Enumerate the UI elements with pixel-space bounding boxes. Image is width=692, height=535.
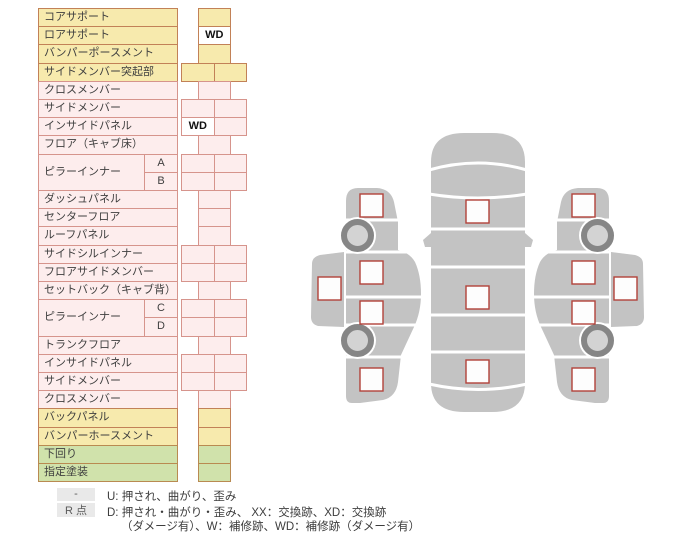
damage-value-cell[interactable] (181, 317, 215, 337)
damage-value-cell[interactable] (181, 299, 215, 319)
car-top-view (423, 133, 533, 412)
part-label-cell: サイドメンバー (38, 99, 178, 119)
marker-hood[interactable] (465, 199, 490, 224)
marker-rear-fender[interactable] (359, 367, 384, 392)
damage-value-cell[interactable] (213, 153, 247, 173)
legend-text-d: D: 押され・曲がり・歪み、 XX：交換跡、XD：交換跡 (107, 506, 387, 519)
part-label-cell: インサイドパネル (38, 353, 178, 373)
damage-value-cell[interactable] (197, 281, 231, 301)
damage-value-cell[interactable] (197, 8, 231, 28)
marker-front-fender[interactable] (359, 193, 384, 218)
part-label-cell: センターフロア (38, 208, 178, 228)
damage-value-cell[interactable] (213, 117, 247, 137)
damage-value-cell[interactable] (181, 372, 215, 392)
damage-value-cell[interactable]: WD (181, 117, 215, 137)
damage-value-cell[interactable] (213, 372, 247, 392)
legend-text-u: U: 押され、曲がり、歪み (107, 491, 237, 503)
damage-value-cell[interactable] (213, 244, 247, 264)
damage-value-cell[interactable] (181, 153, 215, 173)
part-label-cell: サイドメンバー (38, 372, 178, 392)
part-label-cell: インサイドパネル (38, 117, 178, 137)
marker-rear-door[interactable] (359, 300, 384, 325)
legend-text-d-cont: （ダメージ有）、W：補修跡、WD：補修跡（ダメージ有） (121, 521, 421, 533)
marker-bumper[interactable] (317, 276, 342, 301)
damage-value-cell[interactable] (181, 99, 215, 119)
damage-value-cell[interactable] (213, 99, 247, 119)
part-label-cell: バンパーホースメント (38, 426, 178, 446)
part-label-cell: 下回り (38, 444, 178, 464)
pillar-sub-cell: B (144, 171, 178, 191)
damage-value-cell[interactable] (181, 244, 215, 264)
part-label-cell: バックパネル (38, 408, 178, 428)
damage-value-cell[interactable] (197, 135, 231, 155)
damage-value-cell[interactable] (197, 463, 231, 483)
damage-value-cell[interactable] (213, 299, 247, 319)
mirror-right (525, 233, 533, 247)
marker-roof[interactable] (465, 285, 490, 310)
car-body-top (431, 133, 525, 412)
damage-value-cell[interactable] (181, 262, 215, 282)
damage-value-cell[interactable] (181, 353, 215, 373)
part-label-cell: サイドシルインナー (38, 244, 178, 264)
part-label-cell: バンパーポースメント (38, 44, 178, 64)
damage-value-cell[interactable] (213, 62, 247, 82)
legend-badge-minus: - (57, 487, 95, 501)
mirror-left (423, 233, 431, 247)
damage-value-cell[interactable] (197, 444, 231, 464)
car-side-view-left (311, 188, 421, 403)
damage-value-cell[interactable] (197, 226, 231, 246)
damage-value-cell[interactable] (197, 208, 231, 228)
part-label-cell: ロアサポート (38, 26, 178, 46)
part-label-cell: 指定塗装 (38, 463, 178, 483)
part-label-cell: サイドメンバー突起部 (38, 62, 178, 82)
marker-trunk[interactable] (465, 359, 490, 384)
damage-value-cell[interactable] (197, 80, 231, 100)
panel-divider-lines-top (428, 161, 528, 391)
part-label-cell: ルーフパネル (38, 226, 178, 246)
damage-value-cell[interactable] (213, 171, 247, 191)
car-side-view-right (534, 188, 644, 403)
damage-value-cell[interactable] (213, 317, 247, 337)
car-diagram (311, 133, 660, 412)
damage-value-cell[interactable] (197, 390, 231, 410)
rear-wheel-tire (341, 324, 374, 357)
part-label-cell: トランクフロア (38, 335, 178, 355)
damage-value-cell[interactable]: WD (197, 26, 231, 46)
damage-value-cell[interactable] (213, 262, 247, 282)
damage-value-cell[interactable] (181, 62, 215, 82)
legend-badge-rpoint: R 点 (57, 503, 95, 517)
damage-value-cell[interactable] (197, 408, 231, 428)
marker-front-door[interactable] (359, 260, 384, 285)
damage-value-cell[interactable] (197, 426, 231, 446)
damage-value-cell[interactable] (181, 171, 215, 191)
pillar-sub-cell: A (144, 153, 178, 173)
damage-value-cell[interactable] (197, 190, 231, 210)
part-label-cell: コアサポート (38, 8, 178, 28)
damage-value-cell[interactable] (197, 335, 231, 355)
part-label-cell: フロアサイドメンバー (38, 262, 178, 282)
part-label-cell: フロア（キャブ床） (38, 135, 178, 155)
front-wheel-tire (341, 219, 374, 252)
pillar-sub-cell: C (144, 299, 178, 319)
damage-value-cell[interactable] (213, 353, 247, 373)
part-label-cell: ピラーインナー (38, 153, 145, 191)
part-label-cell: クロスメンバー (38, 390, 178, 410)
part-label-cell: ダッシュパネル (38, 190, 178, 210)
part-label-cell: ピラーインナー (38, 299, 145, 337)
damage-value-cell[interactable] (197, 44, 231, 64)
part-label-cell: クロスメンバー (38, 80, 178, 100)
pillar-sub-cell: D (144, 317, 178, 337)
part-label-cell: セットバック（キャブ背） (38, 281, 178, 301)
